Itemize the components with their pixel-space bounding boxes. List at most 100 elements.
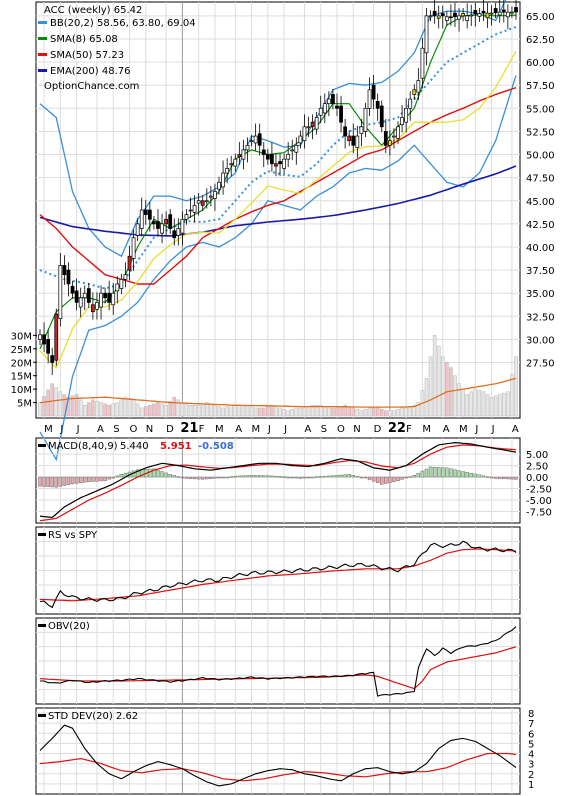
candle-body: [70, 285, 75, 294]
candle-body: [400, 117, 404, 125]
macd-hist-bar: [229, 476, 233, 478]
macd-hist-bar: [225, 476, 229, 479]
candle-body: [314, 117, 319, 130]
macd-tick-label: 2.50: [526, 462, 548, 473]
month-tick-label: M: [459, 424, 468, 435]
volume-bar: [107, 405, 111, 417]
macd-hist-bar: [441, 467, 445, 478]
macd-hist-bar: [274, 475, 278, 478]
volume-bar: [245, 405, 250, 417]
volume-bar: [339, 406, 343, 417]
candle-body: [322, 103, 327, 114]
volume-bar: [160, 403, 164, 417]
candle-body: [420, 47, 425, 79]
volume-bar: [123, 396, 128, 417]
volume-tick-label: 10M: [11, 385, 32, 396]
macd-hist-bar: [184, 476, 189, 479]
macd-value: 5.440: [120, 441, 149, 452]
macd-hist-bar: [180, 476, 185, 479]
macd-hist-bar: [266, 475, 270, 478]
volume-bar: [481, 391, 486, 417]
macd-hist-bar: [514, 476, 518, 480]
price-tick-label: 52.50: [526, 127, 555, 138]
volume-bar: [111, 403, 116, 417]
macd-hist-bar: [286, 476, 290, 479]
bb-lower-line: [39, 75, 517, 462]
candle-body: [436, 15, 441, 19]
envelope-line: [39, 50, 517, 370]
macd-hist-bar: [262, 475, 266, 478]
volume-bar: [294, 407, 299, 417]
candle-body: [95, 302, 99, 310]
candle-body: [123, 274, 128, 280]
macd-hist-bar: [50, 476, 54, 488]
candle-body: [184, 214, 189, 220]
macd-hist-bar: [375, 476, 380, 483]
price-axis: 65.00 62.50 60.00 57.50 55.00 52.50 50.00 47.50…: [526, 12, 555, 370]
macd-hist-bar: [314, 476, 319, 478]
macd-hist-bar: [78, 476, 83, 483]
obv-legend: OBV(20): [38, 621, 90, 632]
macd-hist-bar: [400, 476, 404, 480]
candle-body: [396, 126, 400, 139]
volume-bar: [384, 410, 388, 417]
macd-hist-bar: [347, 474, 351, 478]
month-tick-label: N: [353, 424, 360, 435]
volume-bar: [91, 399, 95, 417]
candle-body: [168, 214, 173, 229]
macd-hist-bar: [278, 476, 282, 478]
macd-hist-bar: [453, 469, 457, 478]
month-tick-label: M: [44, 424, 53, 435]
candle-body: [160, 223, 164, 234]
candle-body: [115, 283, 120, 292]
macd-hist-bar: [221, 476, 225, 479]
month-tick-label: M: [252, 424, 261, 435]
bb-mid-line: [39, 26, 517, 290]
macd-hist-bar: [473, 473, 478, 478]
panel-frame-macd: [35, 437, 521, 524]
candle-body: [66, 269, 71, 285]
macd-hist-bar: [66, 476, 71, 485]
sma50-line: [39, 87, 517, 285]
candle-body: [233, 158, 238, 167]
candle-body: [286, 154, 291, 160]
macd-hist-bar: [192, 476, 197, 480]
candle-body: [46, 339, 51, 354]
candle-body: [302, 126, 307, 142]
macd-hist-bar: [103, 476, 107, 481]
rs-line: [39, 540, 517, 609]
candle-body: [204, 200, 209, 203]
watermark: OptionChance.com: [44, 81, 139, 92]
volume-bar: [363, 409, 368, 417]
macd-hist-bar: [62, 476, 67, 486]
candle-body: [343, 126, 348, 137]
macd-hist-bar: [465, 472, 469, 478]
candle-body: [514, 7, 518, 13]
volume-bar: [266, 406, 270, 417]
candle-body: [318, 107, 323, 116]
legend-swatch-sma50: [38, 53, 47, 56]
candle-body: [213, 191, 217, 199]
volume-bar: [290, 409, 295, 417]
month-tick-label: D: [374, 424, 382, 435]
volume-bar: [428, 356, 433, 417]
candle-body: [103, 292, 107, 299]
macd-hist-bar: [310, 476, 315, 479]
macd-hist-bar: [302, 476, 307, 479]
candle-body: [82, 292, 87, 299]
candle-body: [282, 158, 286, 169]
macd-hist-bar: [213, 476, 217, 479]
price-grid: [36, 2, 520, 418]
month-tick-label: F: [406, 424, 412, 435]
legend-swatch-ema200: [38, 69, 47, 72]
std-tick-label: 3: [528, 760, 534, 771]
volume-bar: [506, 391, 510, 417]
macd-hist-bar: [485, 476, 490, 478]
macd-hist-bar: [449, 468, 453, 478]
candle-body: [449, 16, 453, 19]
candle-body: [408, 98, 413, 109]
volume-bar: [225, 406, 229, 417]
macd-hist-bar: [148, 468, 152, 478]
month-tick-label: N: [146, 424, 153, 435]
